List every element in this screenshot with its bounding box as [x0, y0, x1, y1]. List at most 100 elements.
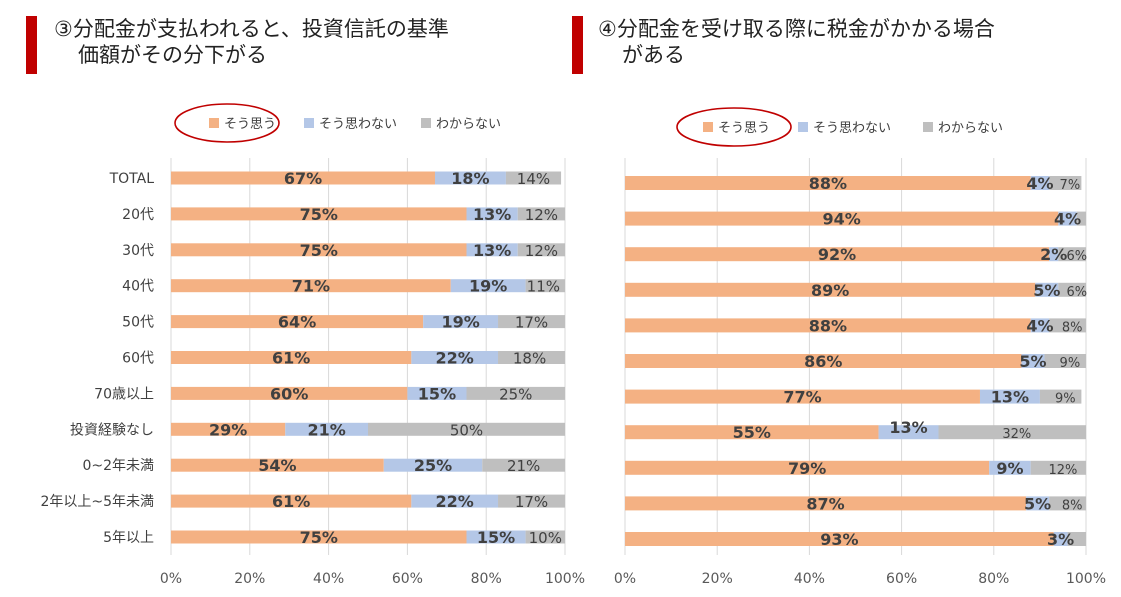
data-label: 25%: [499, 385, 532, 403]
data-label: 14%: [517, 170, 550, 188]
bar-segment: [466, 386, 565, 400]
right-bar-chart: そう思う そう思わない わからない 0% 20% 40% 60% 80% 100% 88% 4% 7%…: [614, 107, 1106, 587]
bar-segment: [625, 496, 1027, 511]
bar-segment: [625, 176, 1031, 190]
bar-segment: [625, 354, 1022, 368]
bar-segment: [625, 532, 1054, 546]
legend-label: そう思わない: [813, 121, 891, 136]
data-label: 88%: [809, 174, 847, 193]
bar-segment: [482, 458, 565, 472]
data-label: 9%: [1060, 356, 1081, 371]
bar-segment: [171, 351, 412, 364]
x-tick-label: 20%: [234, 571, 265, 587]
legend-swatch: [421, 118, 431, 128]
x-tick-label: 100%: [1066, 571, 1106, 587]
data-label: 54%: [258, 456, 296, 475]
bar-segment: [171, 207, 467, 221]
data-label: 61%: [272, 492, 310, 511]
bar-segment: [1076, 211, 1086, 226]
data-label: 17%: [515, 314, 548, 332]
data-label: 93%: [820, 530, 858, 549]
legend-label: そう思う: [718, 121, 770, 136]
data-label: 8%: [1062, 498, 1083, 513]
data-label: 75%: [300, 241, 338, 260]
data-label: 29%: [209, 420, 247, 439]
data-label: 55%: [733, 423, 771, 442]
bar-segment: [1044, 354, 1086, 368]
left-bar-chart: そう思う そう思わない わからない 0% 20% 40% 60% 80% 100% TOTAL 67…: [40, 103, 585, 587]
bar-segment: [1049, 247, 1059, 262]
bar-segment: [1058, 211, 1077, 226]
data-label: 64%: [278, 313, 316, 332]
bar-segment: [1049, 496, 1086, 511]
bar-segment: [625, 247, 1050, 262]
bar-segment: [466, 243, 518, 257]
data-label: 19%: [469, 277, 507, 296]
bar-segment: [625, 282, 1036, 297]
bar-segment: [878, 425, 939, 440]
x-tick-label: 40%: [794, 571, 825, 587]
data-label: 25%: [414, 456, 452, 475]
category-label: 投資経験なし: [70, 422, 154, 438]
title-accent-bar: [26, 16, 37, 74]
data-label: 5%: [1033, 281, 1060, 300]
bar-segment: [1058, 282, 1086, 297]
data-label: 77%: [783, 388, 821, 407]
data-label: 19%: [441, 313, 479, 332]
x-tick-label: 80%: [471, 571, 502, 587]
bar-segment: [625, 460, 990, 475]
bar-segment: [517, 207, 565, 221]
x-tick-label: 20%: [702, 571, 733, 587]
bar-segment: [1049, 176, 1082, 190]
data-label: 60%: [270, 384, 308, 403]
bar-segment: [1030, 460, 1086, 475]
legend-highlight-ellipse: [174, 103, 280, 143]
bar-segment: [411, 494, 499, 508]
chart-title: ③分配金が支払われると、投資信託の基準 価額がその分下がる: [54, 16, 449, 68]
category-label: 60代: [122, 351, 154, 367]
bar-segment: [466, 530, 526, 544]
legend-swatch: [798, 122, 808, 132]
bar-segment: [625, 211, 1059, 226]
data-label: 17%: [515, 493, 548, 511]
bar-segment: [171, 458, 384, 472]
bar-segment: [466, 207, 518, 221]
category-label: 0~2年未満: [82, 458, 154, 474]
bar-segment: [505, 171, 562, 185]
data-label: 92%: [818, 245, 856, 264]
legend-highlight-ellipse: [676, 107, 792, 147]
bar-segment: [285, 422, 368, 436]
data-label: 7%: [1060, 178, 1081, 193]
category-label: TOTAL: [109, 171, 155, 187]
data-label: 50%: [450, 421, 483, 439]
data-label: 22%: [436, 492, 474, 511]
data-label: 89%: [811, 281, 849, 300]
x-tick-label: 0%: [160, 571, 182, 587]
bar-segment: [1049, 318, 1086, 333]
bar-segment: [407, 386, 467, 400]
x-tick-label: 60%: [392, 571, 423, 587]
bar-segment: [1026, 496, 1050, 511]
bar-segment: [498, 315, 565, 329]
bar-segment: [625, 389, 980, 404]
data-label: 11%: [527, 278, 560, 296]
legend-label: そう思う: [224, 117, 276, 132]
bar-segment: [1035, 282, 1059, 297]
data-label: 13%: [473, 241, 511, 260]
bar-segment: [498, 494, 565, 508]
bar-segment: [1030, 176, 1050, 190]
data-label: 15%: [477, 528, 515, 547]
data-label: 5%: [1024, 494, 1051, 513]
legend-swatch: [304, 118, 314, 128]
data-label: 67%: [284, 169, 322, 188]
data-label: 61%: [272, 349, 310, 368]
bar-segment: [450, 279, 526, 293]
bar-segment: [525, 279, 565, 293]
bar-segment: [1053, 532, 1068, 546]
right-chart-panel: ④分配金を受け取る際に税金がかかる場合 がある そう思う そう思わない わからない 0…: [560, 0, 1121, 597]
chart-title-line1: ④分配金を受け取る際に税金がかかる場合: [598, 17, 995, 41]
bar-segment: [171, 494, 412, 508]
data-label: 75%: [300, 528, 338, 547]
bar-segment: [1067, 532, 1086, 546]
title-accent-bar: [572, 16, 583, 74]
